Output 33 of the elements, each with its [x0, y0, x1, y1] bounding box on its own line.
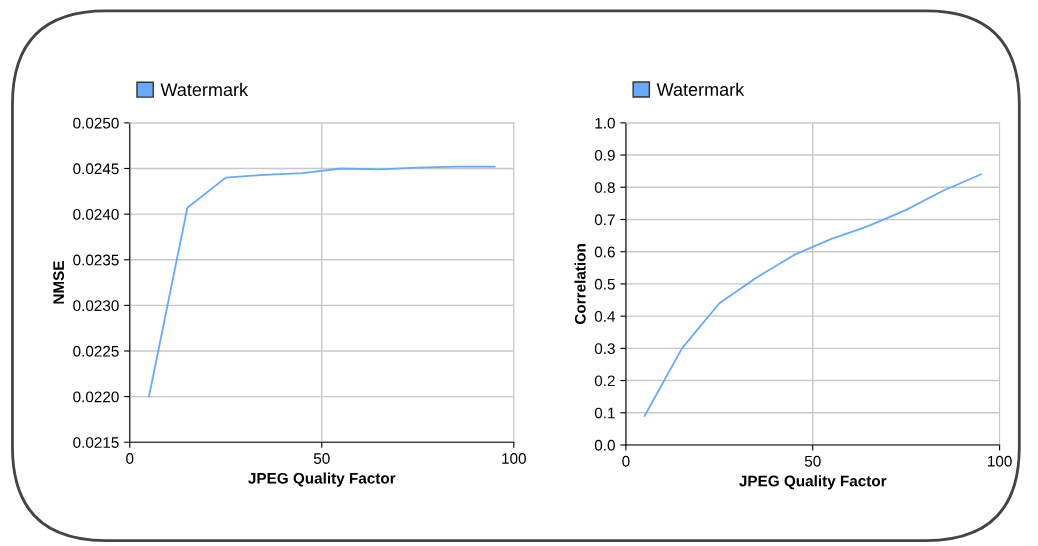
y-tick-label: 0.0225 [73, 345, 119, 357]
y-tick-label: 1.0 [595, 117, 615, 129]
x-tick-label: 50 [313, 453, 330, 464]
line-series [643, 173, 982, 417]
y-tick-label: 0.4 [594, 311, 616, 322]
x-tick-label: 50 [804, 455, 821, 467]
y-tick-label: 0.0250 [73, 117, 119, 129]
legend-label: Watermark [656, 82, 745, 96]
y-tick-label: 0.0230 [73, 300, 119, 312]
x-tick-label: 0 [126, 453, 134, 464]
y-tick-label: 0.3 [594, 343, 615, 355]
y-tick-label: 0.0220 [73, 391, 119, 403]
line-series [148, 165, 496, 398]
y-tick-label: 0.5 [594, 278, 615, 290]
y-axis-title: NMSE [53, 261, 65, 304]
y-tick-label: 0.0245 [73, 163, 119, 175]
x-axis-title: JPEG Quality Factor [248, 472, 396, 487]
y-tick-label: 0.2 [594, 375, 615, 387]
x-tick-label: 100 [988, 455, 1012, 467]
x-tick-label: 0 [622, 455, 630, 467]
y-tick-label: 0.0240 [73, 208, 119, 220]
y-tick-label: 0.7 [594, 214, 615, 226]
y-tick-label: 0.0 [594, 439, 615, 451]
y-tick-label: 0.0215 [73, 437, 119, 448]
y-tick-label: 0.9 [594, 149, 615, 161]
x-axis-title: JPEG Quality Factor [739, 475, 887, 490]
y-tick-label: 0.1 [594, 407, 615, 419]
y-axis-title: Correlation [574, 244, 586, 325]
y-tick-label: 0.0235 [73, 254, 119, 266]
x-tick-label: 100 [502, 453, 526, 464]
y-tick-label: 0.8 [594, 182, 615, 193]
legend-label: Watermark [160, 82, 249, 97]
y-tick-label: 0.6 [594, 246, 615, 258]
